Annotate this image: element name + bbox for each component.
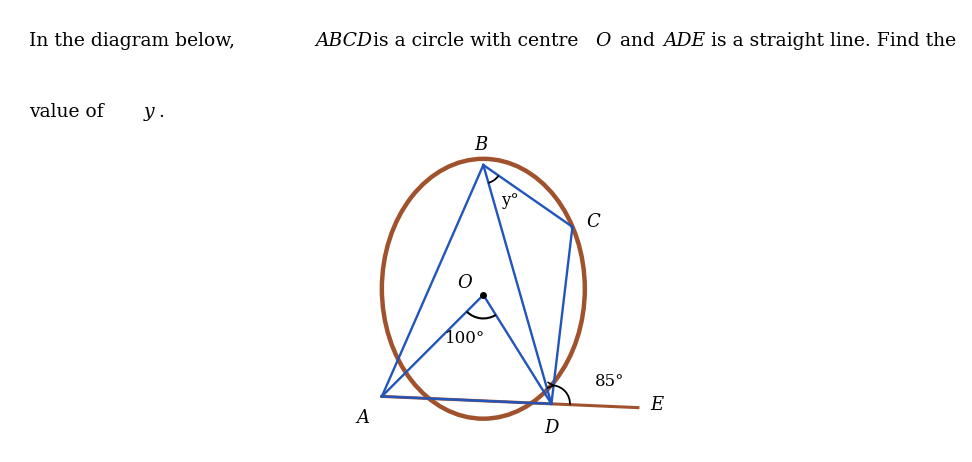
Text: A: A [357,409,369,427]
Text: 85°: 85° [595,373,624,390]
Text: O: O [458,274,472,292]
Text: ABCD: ABCD [316,32,373,50]
Text: D: D [544,419,559,437]
Text: y°: y° [501,192,518,209]
Text: ADE: ADE [664,32,706,50]
Text: and: and [614,32,661,50]
Text: value of: value of [29,103,110,122]
Text: C: C [586,213,600,231]
Text: .: . [158,103,164,122]
Text: In the diagram below,: In the diagram below, [29,32,241,50]
Text: is a straight line. Find the: is a straight line. Find the [705,32,955,50]
Text: B: B [474,136,488,154]
Text: is a circle with centre: is a circle with centre [367,32,585,50]
Text: O: O [595,32,610,50]
Text: 100°: 100° [444,329,485,346]
Text: E: E [650,396,664,414]
Text: y: y [144,103,155,122]
